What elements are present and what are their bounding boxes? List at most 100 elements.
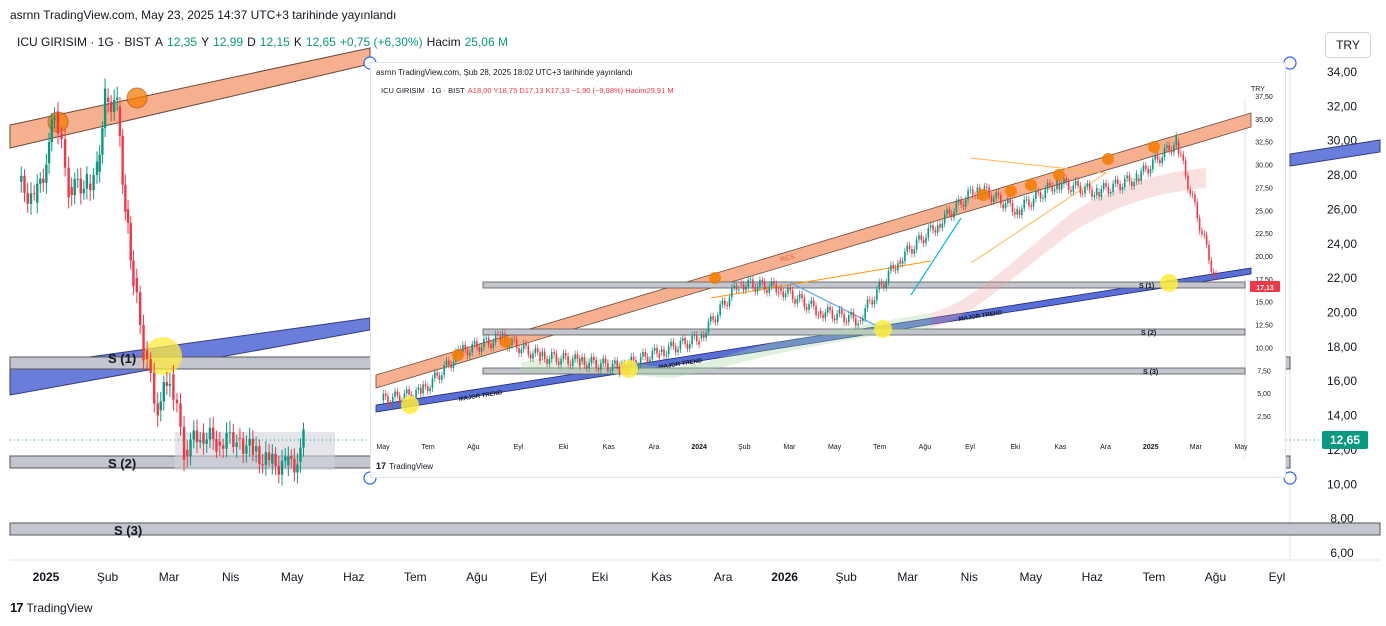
inset-candle-body [1180,153,1182,155]
inset-pivot-2 [500,336,512,348]
inset-chart-image[interactable]: asrnn TradingView.com, Şub 28, 2025 18:0… [370,62,1286,478]
inset-candle-body [812,300,815,307]
inset-candle-body [955,201,958,212]
candle-body [39,178,42,184]
x-tick-label: Eki [592,570,609,584]
inset-support-label-3: S (3) [1143,369,1158,376]
footer-brand[interactable]: 17 TradingView [10,600,93,615]
inset-candle-body [1149,169,1152,174]
symbol-name[interactable]: ICU GIRISIM · 1G · BIST [17,35,152,49]
candle-body [103,88,107,129]
inset-candle-body [763,281,766,290]
candle-body [47,142,51,164]
y-tick-label: 30,00 [1327,134,1357,148]
inset-candle-body [1002,204,1004,209]
candle-body [70,187,73,195]
inset-candle-body [1065,178,1068,182]
inset-candle-body [520,349,523,354]
inset-cloud-green [521,313,931,378]
candle-body [202,432,205,444]
y-tick-label: 6,00 [1330,546,1354,560]
inset-pivot-9 [1148,141,1160,153]
inset-candle-body [614,360,616,364]
y-tick-label: 8,00 [1330,512,1354,526]
inset-candle-body [971,189,974,196]
inset-candle-body [525,343,527,346]
candle-body [245,445,248,454]
x-tick-label: May [281,570,304,584]
candle-body [235,442,238,448]
inset-x-tick-label: Eki [1010,444,1020,451]
inset-candle-body [927,227,930,238]
inset-candle-body [597,368,600,370]
inset-y-tick-label: 37,50 [1255,94,1273,101]
inset-candle-body [920,235,923,240]
candle-body [258,446,261,465]
inset-candle-body [518,347,520,354]
inset-candle-body [878,282,880,290]
inset-candle-body [943,213,946,224]
candle-body [192,430,195,440]
inset-candle-body [466,349,469,356]
inset-candle-body [560,358,562,365]
inset-candle-body [855,318,857,326]
y-tick-label: 24,00 [1327,237,1357,251]
inset-candle-body [749,279,752,281]
inset-candle-body [1154,155,1156,160]
inset-candle-body [651,350,654,360]
inset-candle-body [387,396,389,404]
inset-candle-body [805,307,808,310]
inset-candle-body [403,393,406,402]
inset-candle-body [389,403,392,405]
candle-body [67,167,70,198]
candle-body [129,222,132,261]
inset-candle-body [745,286,747,291]
candle-body [159,401,162,411]
inset-candle-body [876,289,878,301]
candle-body [251,438,255,455]
inset-candle-body [997,192,1000,196]
inset-candle-body [684,337,686,344]
last-price-badge [1322,431,1368,449]
inset-candle-body [653,347,656,351]
y-tick-label: 26,00 [1327,202,1357,216]
inset-candle-body [543,351,546,360]
inset-candle-body [705,332,707,338]
inset-candle-body [833,318,836,321]
inset-y-tick-label: 12,50 [1255,323,1273,330]
inset-candle-body [462,344,464,352]
inset-x-tick-label: Eyl [965,444,975,451]
inset-candle-body [564,353,567,357]
inset-candle-body [843,314,845,323]
inset-candle-body [759,280,761,287]
inset-candle-body [964,199,967,207]
inset-x-tick-label: 2024 [691,444,707,451]
candle-body [238,437,242,439]
inset-candle-body [974,195,976,196]
candle-body [79,178,82,194]
inset-candle-body [1063,178,1065,184]
inset-candle-body [1109,192,1112,194]
inset-candle-body [494,334,497,343]
inset-candle-body [602,358,604,364]
inset-y-tick-label: 32,50 [1255,140,1273,147]
pivot-high-1 [47,111,69,133]
inset-candle-body [1208,244,1210,261]
candle-body [101,128,104,155]
inset-candle-body [721,300,724,305]
candle-body [199,440,202,443]
candle-body [277,466,281,475]
inset-candle-body [527,345,530,355]
inset-candle-body [445,360,448,366]
currency-button[interactable]: TRY [1325,32,1371,58]
candle-body [221,445,225,449]
inset-candle-body [852,312,855,319]
candle-body [261,464,264,466]
y-tick-label: 20,00 [1327,306,1357,320]
inset-candle-body [672,341,675,347]
inset-candle-body [1046,182,1049,190]
inset-candle-body [473,341,476,345]
inset-symbol: ICU GIRISIM · 1G · BIST [381,86,465,95]
inset-candle-body [1130,181,1133,187]
inset-candle-body [962,204,965,207]
